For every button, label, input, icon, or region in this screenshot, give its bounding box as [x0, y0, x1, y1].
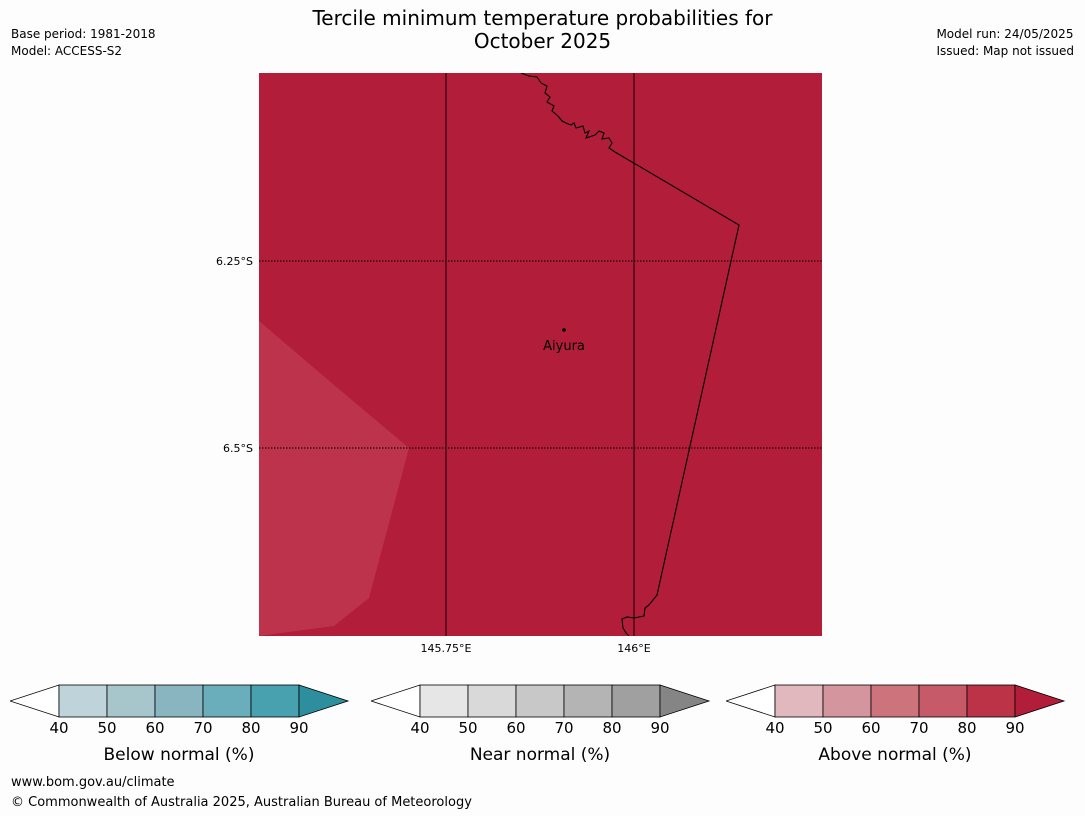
map-title: Tercile minimum temperature probabilitie…: [0, 7, 1085, 53]
above-tick-40: 40: [765, 719, 785, 737]
title-line-2: October 2025: [473, 29, 612, 53]
lat-label-6-25: 6.25°S: [216, 255, 253, 268]
near-normal-lower-arrow: [371, 684, 421, 718]
above-normal-lower-arrow: [726, 684, 776, 718]
above-normal-title: Above normal (%): [818, 745, 972, 765]
colorbar-swatch-60: [870, 684, 920, 718]
above-normal-swatches: [774, 684, 1016, 718]
aiyura-marker: [562, 328, 566, 332]
below-tick-40: 40: [49, 719, 69, 737]
below-normal-lower-arrow: [10, 684, 60, 718]
colorbar-swatch-60: [154, 684, 204, 718]
aiyura-label: Aiyura: [543, 339, 585, 354]
below-normal-colorbar: [10, 684, 350, 718]
meta-right: Model run: 24/05/2025 Issued: Map not is…: [936, 26, 1074, 60]
below-tick-80: 80: [241, 719, 261, 737]
above-normal-colorbar: [726, 684, 1066, 718]
colorbar-swatch-50: [106, 684, 156, 718]
lon-label-146: 146°E: [617, 642, 651, 655]
colorbar-swatch-80: [250, 684, 300, 718]
colorbar-swatch-40: [774, 684, 824, 718]
near-tick-50: 50: [458, 719, 478, 737]
title-line-1: Tercile minimum temperature probabilitie…: [312, 6, 773, 30]
colorbar-swatch-40: [58, 684, 108, 718]
near-tick-40: 40: [410, 719, 430, 737]
lon-label-145-75: 145.75°E: [420, 642, 472, 655]
border-line: [520, 73, 740, 636]
near-normal-colorbar: [371, 684, 711, 718]
lighter-probability-zone: [259, 321, 409, 636]
colorbar-swatch-70: [918, 684, 968, 718]
near-normal-swatches: [419, 684, 661, 718]
below-normal-swatches: [58, 684, 300, 718]
colorbar-swatch-70: [563, 684, 613, 718]
footer-copyright: © Commonwealth of Australia 2025, Austra…: [11, 795, 472, 810]
model-run: Model run: 24/05/2025: [936, 27, 1074, 41]
base-period: Base period: 1981-2018: [11, 27, 156, 41]
colorbar-swatch-50: [822, 684, 872, 718]
above-tick-80: 80: [957, 719, 977, 737]
below-tick-50: 50: [97, 719, 117, 737]
near-tick-70: 70: [554, 719, 574, 737]
above-normal-upper-arrow: [1014, 684, 1066, 718]
below-normal-upper-arrow: [298, 684, 350, 718]
probability-map: Aiyura: [259, 73, 822, 636]
above-tick-90: 90: [1005, 719, 1025, 737]
colorbar-swatch-50: [467, 684, 517, 718]
below-normal-title: Below normal (%): [103, 745, 255, 765]
above-tick-70: 70: [909, 719, 929, 737]
near-tick-60: 60: [506, 719, 526, 737]
below-tick-70: 70: [193, 719, 213, 737]
below-tick-60: 60: [145, 719, 165, 737]
near-normal-title: Near normal (%): [469, 745, 611, 765]
below-tick-90: 90: [289, 719, 309, 737]
above-tick-50: 50: [813, 719, 833, 737]
above-tick-60: 60: [861, 719, 881, 737]
near-tick-80: 80: [602, 719, 622, 737]
colorbar-swatch-60: [515, 684, 565, 718]
colorbar-swatch-70: [202, 684, 252, 718]
near-normal-upper-arrow: [659, 684, 711, 718]
footer-url[interactable]: www.bom.gov.au/climate: [11, 775, 175, 790]
near-tick-90: 90: [650, 719, 670, 737]
colorbar-swatch-80: [966, 684, 1016, 718]
colorbar-swatch-80: [611, 684, 661, 718]
lat-label-6-5: 6.5°S: [223, 442, 253, 455]
model-name: Model: ACCESS-S2: [11, 44, 123, 58]
issued-status: Issued: Map not issued: [936, 44, 1074, 58]
meta-left: Base period: 1981-2018 Model: ACCESS-S2: [11, 26, 156, 60]
colorbar-swatch-40: [419, 684, 469, 718]
